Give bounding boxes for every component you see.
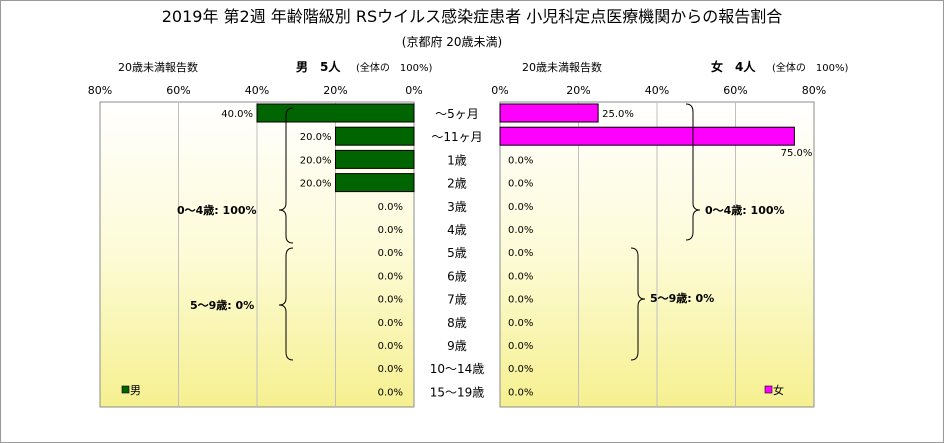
male-bar-label: 0.0% xyxy=(378,318,403,329)
female-bar xyxy=(499,126,795,146)
category-label: 15～19歳 xyxy=(430,385,485,399)
bars xyxy=(256,103,795,193)
male-bar-label: 0.0% xyxy=(378,202,403,213)
female-bar-label: 0.0% xyxy=(508,155,533,166)
male-bar-label: 0.0% xyxy=(378,295,403,306)
female-group-5-9: 5～9歳: 0% xyxy=(650,291,714,305)
male-tick-label: 20% xyxy=(323,84,347,97)
male-bar-label: 0.0% xyxy=(378,271,403,282)
female-group-0-4: 0～4歳: 100% xyxy=(705,203,785,217)
female-bar-label: 0.0% xyxy=(508,202,533,213)
category-label: 8歳 xyxy=(447,316,467,330)
category-label: 9歳 xyxy=(447,339,467,353)
male-bar-label: 0.0% xyxy=(378,341,403,352)
female-bar-label: 0.0% xyxy=(508,387,533,398)
female-bar xyxy=(499,103,599,123)
category-label: 7歳 xyxy=(447,293,467,307)
male-bar xyxy=(335,126,415,146)
female-header-note: (全体の 100%) xyxy=(772,61,848,74)
female-brace-5-9 xyxy=(630,247,646,361)
male-brace-5-9 xyxy=(278,247,294,361)
category-labels: ～5ヶ月 ～11ヶ月 1歳 2歳 3歳 4歳 5歳 6歳 7歳 8歳 9歳 10～14歳 15～19歳 xyxy=(430,107,485,399)
male-bar-label: 40.0% xyxy=(221,109,253,120)
male-tick-label: 80% xyxy=(88,84,112,97)
female-bar-label: 0.0% xyxy=(508,364,533,375)
male-header-right: 男 5人 xyxy=(296,59,341,74)
category-label: 4歳 xyxy=(447,223,467,237)
male-bar xyxy=(335,149,415,169)
female-header-left: 20歳未満報告数 xyxy=(522,61,602,74)
category-label: ～5ヶ月 xyxy=(435,107,479,121)
male-group-0-4: 0～4歳: 100% xyxy=(177,203,257,217)
male-bar-label: 20.0% xyxy=(300,155,332,166)
male-tick-label: 0% xyxy=(405,84,422,97)
female-brace-0-4 xyxy=(685,103,701,241)
female-header-right: 女 4人 xyxy=(711,59,756,74)
axis-ticks: 0% 0% 20% 20% 40% 40% 60% 60% 80% 80% xyxy=(88,84,826,97)
category-label: 6歳 xyxy=(447,269,467,283)
female-bar-label: 0.0% xyxy=(508,248,533,259)
female-tick-label: 0% xyxy=(491,84,508,97)
female-tick-label: 60% xyxy=(723,84,747,97)
male-bar xyxy=(335,173,415,193)
male-header-left: 20歳未満報告数 xyxy=(118,61,198,74)
female-tick-label: 40% xyxy=(645,84,669,97)
category-label: 2歳 xyxy=(447,177,467,191)
female-tick-label: 80% xyxy=(802,84,826,97)
male-group-5-9: 5～9歳: 0% xyxy=(190,298,254,312)
female-legend-swatch xyxy=(764,385,773,394)
category-label: 10～14歳 xyxy=(430,362,485,376)
category-label: 5歳 xyxy=(447,246,467,260)
female-bar-label: 75.0% xyxy=(781,148,813,159)
female-bar-label: 0.0% xyxy=(508,179,533,190)
male-bar-label: 20.0% xyxy=(300,179,332,190)
female-bar-label: 0.0% xyxy=(508,295,533,306)
male-bar-label: 0.0% xyxy=(378,364,403,375)
male-bar-label: 0.0% xyxy=(378,248,403,259)
male-legend-label: 男 xyxy=(130,384,141,397)
bar-labels: 40.0% 25.0% 20.0% 75.0% 20.0% 0.0% 20.0% 0.0% 0.… xyxy=(221,109,812,398)
female-bar-label: 0.0% xyxy=(508,225,533,236)
chart-subtitle: (京都府 20歳未満) xyxy=(402,34,502,49)
female-bar-label: 0.0% xyxy=(508,318,533,329)
category-label: 3歳 xyxy=(447,200,467,214)
male-legend-swatch xyxy=(121,385,130,394)
male-bar-label: 0.0% xyxy=(378,387,403,398)
female-bar-label: 0.0% xyxy=(508,271,533,282)
female-tick-label: 20% xyxy=(566,84,590,97)
male-bar xyxy=(256,103,415,123)
category-label: 1歳 xyxy=(447,153,467,167)
male-tick-label: 40% xyxy=(245,84,269,97)
female-bar-label: 0.0% xyxy=(508,341,533,352)
female-bar-label: 25.0% xyxy=(602,109,634,120)
male-brace-0-4 xyxy=(278,107,294,244)
chart-title: 2019年 第2週 年齢階級別 RSウイルス感染症患者 小児科定点医療機関からの… xyxy=(162,7,783,26)
category-label: ～11ヶ月 xyxy=(431,130,482,144)
male-bar-label: 0.0% xyxy=(378,225,403,236)
male-header-note: (全体の 100%) xyxy=(356,61,432,74)
male-bar-label: 20.0% xyxy=(300,132,332,143)
male-tick-label: 60% xyxy=(166,84,190,97)
female-legend-label: 女 xyxy=(773,383,784,397)
